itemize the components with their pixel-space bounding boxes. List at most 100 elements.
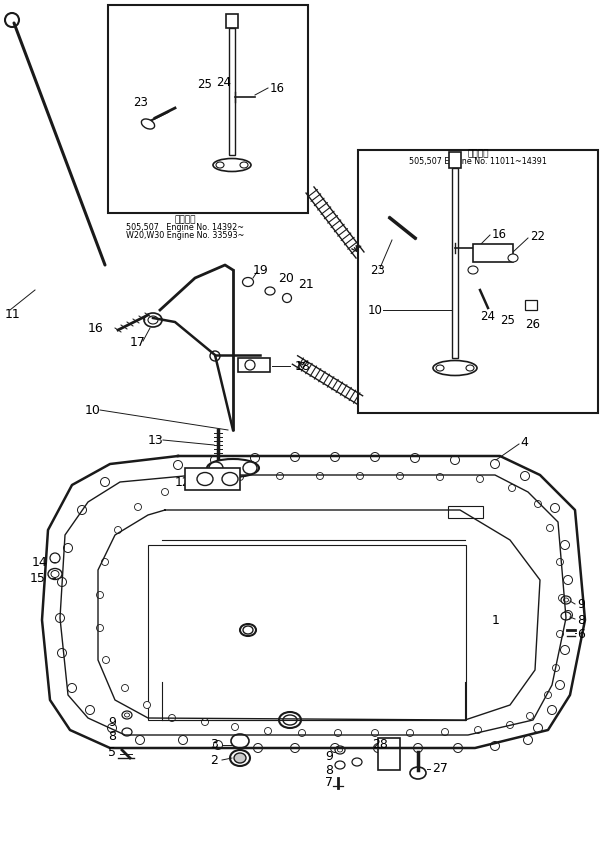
Ellipse shape: [197, 475, 203, 482]
Ellipse shape: [436, 365, 444, 371]
Ellipse shape: [451, 455, 460, 465]
Text: 16: 16: [270, 82, 285, 94]
Text: 23: 23: [133, 95, 148, 108]
Ellipse shape: [48, 568, 62, 580]
Ellipse shape: [563, 598, 569, 602]
Bar: [449, 152, 461, 168]
Ellipse shape: [243, 626, 253, 634]
Ellipse shape: [474, 727, 482, 734]
Text: 14: 14: [32, 556, 48, 568]
Ellipse shape: [523, 735, 532, 745]
Text: 18: 18: [295, 359, 311, 373]
Text: 5: 5: [108, 745, 116, 758]
Ellipse shape: [563, 610, 572, 620]
Ellipse shape: [557, 558, 563, 566]
Ellipse shape: [243, 462, 257, 474]
Ellipse shape: [413, 744, 422, 752]
Ellipse shape: [283, 294, 292, 302]
Ellipse shape: [68, 683, 76, 693]
Ellipse shape: [508, 484, 515, 492]
Ellipse shape: [210, 351, 220, 361]
Ellipse shape: [136, 735, 145, 745]
Ellipse shape: [211, 98, 215, 102]
Ellipse shape: [253, 744, 263, 752]
Ellipse shape: [534, 500, 541, 507]
Ellipse shape: [561, 612, 571, 620]
Text: 2: 2: [210, 753, 218, 767]
Text: 9: 9: [108, 716, 116, 728]
Ellipse shape: [122, 684, 128, 692]
Text: 19: 19: [253, 264, 269, 277]
Ellipse shape: [102, 558, 108, 566]
Text: 16: 16: [88, 322, 103, 334]
Text: 8: 8: [577, 614, 585, 626]
Ellipse shape: [143, 701, 151, 709]
Text: 26: 26: [525, 317, 540, 330]
Ellipse shape: [316, 472, 324, 479]
Text: 21: 21: [298, 278, 314, 292]
Ellipse shape: [551, 504, 560, 512]
Text: 8: 8: [108, 730, 116, 744]
Bar: [148, 545, 466, 720]
Bar: [452, 168, 458, 358]
Ellipse shape: [335, 761, 345, 769]
Bar: [185, 468, 240, 490]
Text: 12: 12: [175, 477, 191, 489]
Ellipse shape: [264, 728, 272, 734]
Ellipse shape: [97, 625, 103, 631]
Ellipse shape: [466, 365, 474, 371]
Text: 11: 11: [5, 309, 21, 322]
Text: 適用号等: 適用号等: [174, 215, 196, 225]
Ellipse shape: [520, 471, 529, 481]
Ellipse shape: [174, 460, 183, 470]
Bar: [108, 5, 308, 213]
Ellipse shape: [57, 578, 67, 586]
Ellipse shape: [371, 729, 379, 736]
Text: 17: 17: [130, 336, 146, 350]
Ellipse shape: [279, 712, 301, 728]
Ellipse shape: [162, 488, 169, 495]
Ellipse shape: [100, 477, 110, 487]
Ellipse shape: [57, 648, 67, 658]
Ellipse shape: [240, 162, 248, 168]
Ellipse shape: [125, 713, 129, 717]
Ellipse shape: [557, 631, 563, 637]
Ellipse shape: [211, 455, 220, 465]
Ellipse shape: [330, 453, 339, 461]
Ellipse shape: [207, 459, 259, 477]
Ellipse shape: [552, 665, 560, 671]
Text: 25: 25: [198, 77, 212, 90]
Text: 7: 7: [325, 775, 333, 789]
Bar: [229, 28, 235, 155]
Ellipse shape: [477, 476, 483, 483]
Text: 8: 8: [325, 763, 333, 776]
Ellipse shape: [555, 681, 564, 689]
Ellipse shape: [548, 705, 557, 715]
Text: 20: 20: [278, 271, 294, 284]
Ellipse shape: [544, 692, 552, 699]
Ellipse shape: [97, 591, 103, 598]
Text: 27: 27: [432, 762, 448, 774]
Ellipse shape: [290, 744, 299, 752]
Bar: [473, 244, 513, 262]
Ellipse shape: [265, 287, 275, 295]
Ellipse shape: [197, 472, 213, 486]
Ellipse shape: [335, 746, 345, 754]
Ellipse shape: [352, 758, 362, 766]
Text: 24: 24: [480, 310, 495, 323]
Ellipse shape: [77, 505, 87, 515]
Ellipse shape: [338, 748, 342, 752]
Text: 28: 28: [372, 739, 388, 751]
Text: 16: 16: [492, 227, 507, 241]
Ellipse shape: [283, 715, 297, 725]
Ellipse shape: [526, 712, 534, 719]
Bar: [525, 300, 537, 310]
Ellipse shape: [85, 705, 94, 715]
Text: 1: 1: [492, 614, 500, 626]
Ellipse shape: [442, 728, 448, 735]
Ellipse shape: [230, 750, 250, 766]
Ellipse shape: [134, 504, 142, 511]
Text: 10: 10: [85, 403, 101, 416]
Ellipse shape: [411, 454, 419, 462]
Ellipse shape: [335, 729, 341, 736]
